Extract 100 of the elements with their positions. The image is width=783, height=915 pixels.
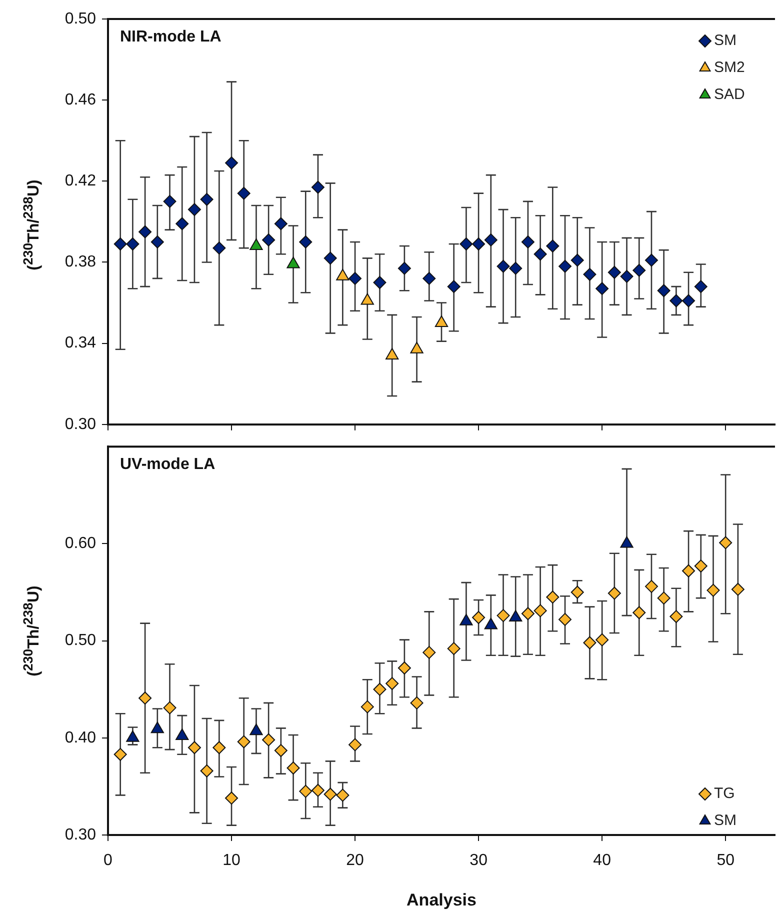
point [336, 788, 350, 802]
point [311, 784, 324, 797]
point [373, 682, 386, 696]
point [410, 696, 424, 710]
legend-label: SM [714, 812, 736, 830]
point [583, 636, 596, 650]
point [460, 237, 473, 250]
legend-label: TG [714, 785, 735, 802]
point [200, 192, 214, 206]
point [225, 792, 238, 805]
point [546, 590, 560, 604]
point [496, 609, 510, 622]
point [558, 612, 572, 626]
point [484, 233, 498, 246]
point [670, 294, 683, 308]
point [509, 262, 522, 275]
point [225, 156, 238, 170]
point [163, 194, 176, 208]
point [274, 217, 288, 230]
point [521, 607, 534, 620]
point [212, 242, 226, 255]
y-tick-label: 0.50 [64, 10, 96, 28]
y-tick-label: 0.34 [64, 334, 96, 352]
point [682, 564, 696, 578]
point [200, 764, 214, 778]
point [274, 744, 288, 758]
point [237, 186, 250, 200]
point [472, 610, 486, 624]
point [114, 237, 127, 250]
point [262, 733, 276, 746]
point [546, 240, 560, 253]
point [237, 735, 250, 748]
y-tick-label: 0.46 [64, 91, 96, 108]
point [534, 604, 547, 618]
point [422, 646, 436, 659]
point [114, 748, 127, 761]
point [558, 260, 572, 273]
y-tick-label: 0.50 [64, 632, 96, 650]
point [447, 280, 460, 294]
legend-label: SAD [714, 86, 746, 104]
y-tick-label: 0.42 [64, 172, 96, 190]
point [262, 233, 276, 246]
point [176, 217, 189, 230]
point [348, 272, 362, 285]
point [250, 238, 263, 250]
point [434, 316, 448, 328]
point [596, 633, 609, 646]
point [212, 741, 226, 754]
point [644, 580, 658, 593]
point [360, 700, 374, 714]
point [731, 582, 744, 596]
text: UV-mode LA [120, 456, 216, 474]
point [570, 254, 584, 267]
point [422, 272, 436, 285]
point [398, 262, 411, 275]
point [632, 264, 646, 277]
point [657, 284, 670, 298]
point [324, 788, 337, 801]
point [657, 592, 670, 605]
legend-label: SM [714, 32, 736, 50]
point [682, 294, 696, 308]
point [496, 260, 510, 273]
y-tick-label: 0.60 [64, 535, 96, 552]
point [286, 762, 300, 774]
text: NIR-mode LA [120, 28, 222, 46]
legend-label: SM2 [714, 59, 745, 76]
point [534, 248, 547, 261]
point [706, 584, 720, 597]
point [386, 677, 399, 690]
x-tick-label: 50 [716, 852, 735, 870]
point [608, 586, 621, 600]
point [398, 661, 411, 674]
point [632, 606, 646, 620]
point [583, 268, 596, 281]
x-axis-title: Analysis [406, 890, 476, 910]
point [150, 235, 164, 248]
point [311, 180, 324, 194]
point [596, 282, 609, 296]
point [138, 225, 152, 238]
point [644, 254, 658, 267]
y-tick-label: 0.38 [64, 254, 96, 271]
point [126, 237, 140, 250]
point [472, 237, 486, 250]
point [299, 784, 312, 798]
point [188, 203, 201, 216]
point [188, 741, 201, 754]
point [163, 701, 176, 714]
x-tick-label: 40 [593, 852, 612, 870]
point [299, 235, 312, 248]
x-tick-label: 20 [346, 852, 364, 870]
point [447, 642, 460, 656]
y-tick-label: 0.40 [64, 729, 96, 746]
point [138, 692, 152, 705]
point [324, 252, 337, 265]
y-tick-label: 0.30 [64, 416, 96, 433]
point [521, 235, 534, 248]
point [694, 280, 708, 294]
point [620, 270, 634, 283]
point [608, 266, 621, 279]
point [670, 610, 683, 624]
